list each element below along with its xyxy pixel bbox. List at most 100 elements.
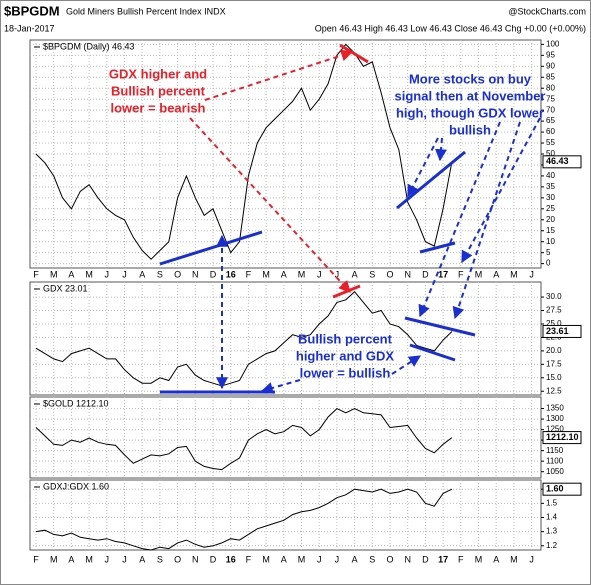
trend-line [339, 43, 369, 64]
y-tick-label: 1.2 [546, 541, 558, 550]
annotation: More stocks on buy [409, 71, 532, 86]
trend-line [409, 343, 456, 362]
price-line [35, 488, 453, 551]
y-tick-label: 25 [546, 204, 555, 213]
y-tick-label: 5 [546, 248, 551, 257]
annotation: lower = bullish [300, 365, 391, 380]
legend: GDX 23.01 [43, 283, 88, 293]
x-tick-label: O [174, 269, 181, 279]
x-tick-label: N [404, 554, 411, 564]
y-tick-label: 30 [546, 193, 555, 202]
y-tick-label: 27.5 [546, 306, 562, 315]
x-tick-label: M [50, 554, 58, 564]
y-tick-label: 15.0 [546, 373, 562, 382]
y-tick-label: 65 [546, 116, 555, 125]
x-tick-label: O [174, 554, 181, 564]
date: 18-Jan-2017 [4, 23, 55, 33]
x-tick-label: M [50, 269, 58, 279]
x-tick-label: A [139, 554, 145, 564]
y-tick-label: 20 [546, 215, 555, 224]
y-tick-label: 35 [546, 182, 555, 191]
arrow [391, 355, 422, 375]
x-tick-label: J [122, 269, 127, 279]
x-tick-label: S [157, 554, 163, 564]
x-tick-label: M [262, 554, 270, 564]
last-value-label: 1.60 [546, 484, 564, 494]
y-tick-label: 20.0 [546, 346, 562, 355]
y-tick-label: 50 [546, 149, 555, 158]
y-tick-label: 1350 [546, 404, 564, 413]
y-tick-label: 80 [546, 83, 555, 92]
annotation: high, though GDX lower [396, 105, 544, 120]
x-tick-label: F [246, 269, 252, 279]
x-tick-label: A [281, 554, 287, 564]
x-tick-label: M [510, 269, 518, 279]
index-name: Gold Miners Bullish Percent Index INDX [66, 6, 226, 16]
plots: 0510152025303540455055606570758085909510… [29, 39, 582, 564]
x-tick-label: M [475, 269, 483, 279]
last-value-label: 23.61 [546, 326, 569, 336]
arrow [407, 137, 439, 198]
legend: GDXJ:GDX 1.60 [43, 481, 109, 491]
y-tick-label: 1300 [546, 414, 564, 423]
y-tick-label: 95 [546, 50, 555, 59]
price-line [35, 43, 453, 260]
x-tick-label: S [369, 269, 375, 279]
x-tick-label: A [68, 554, 74, 564]
x-tick-label: A [493, 554, 499, 564]
y-tick-label: 40 [546, 171, 555, 180]
trend-line [404, 316, 476, 337]
x-tick-label: M [475, 554, 483, 564]
y-tick-label: 1.4 [546, 513, 558, 522]
y-tick-label: 1050 [546, 467, 564, 476]
panel [29, 281, 542, 396]
x-tick-label: F [33, 554, 39, 564]
quote: Open 46.43 High 46.43 Low 46.43 Close 46… [315, 23, 586, 33]
panel [29, 479, 542, 551]
drawn-lines [159, 43, 541, 394]
last-value-label: 46.43 [546, 156, 569, 166]
x-tick-label: A [352, 269, 358, 279]
x-tick-label: 17 [438, 554, 448, 564]
source: @StockCharts.com [508, 6, 586, 16]
x-tick-label: O [386, 269, 393, 279]
price-line [35, 290, 453, 387]
y-tick-label: 70 [546, 105, 555, 114]
x-tick-label: F [458, 269, 464, 279]
y-tick-label: 1150 [546, 446, 564, 455]
arrow [204, 49, 354, 101]
arrow [452, 121, 521, 320]
x-tick-label: 17 [438, 269, 448, 279]
x-tick-label: A [68, 269, 74, 279]
x-tick-label: M [85, 554, 93, 564]
x-tick-label: M [262, 269, 270, 279]
last-value-box [542, 155, 582, 169]
y-tick-label: 1.3 [546, 527, 558, 536]
y-tick-label: 1100 [546, 456, 564, 465]
annotation: Bullish percent [298, 331, 393, 346]
last-value-box [542, 431, 582, 445]
x-tick-label: J [529, 269, 534, 279]
annotation: Bullish percent [111, 83, 206, 98]
x-tick-label: A [352, 554, 358, 564]
x-tick-label: S [157, 269, 163, 279]
trend-line [159, 230, 263, 266]
x-tick-label: A [139, 269, 145, 279]
y-tick-label: 85 [546, 72, 555, 81]
x-tick-label: M [510, 554, 518, 564]
x-tick-label: J [529, 554, 534, 564]
y-tick-label: 60 [546, 127, 555, 136]
x-tick-label: F [33, 269, 39, 279]
panel [29, 396, 542, 479]
y-tick-label: 90 [546, 61, 555, 70]
y-tick-label: 0 [546, 259, 551, 268]
y-tick-label: 17.5 [546, 359, 562, 368]
price-line [35, 408, 453, 471]
annotation: signal then at November [395, 88, 546, 103]
y-tick-label: 1.5 [546, 498, 558, 507]
x-tick-label: M [85, 269, 93, 279]
x-tick-label: D [210, 554, 217, 564]
y-tick-label: 10 [546, 237, 555, 246]
arrow [189, 117, 351, 293]
